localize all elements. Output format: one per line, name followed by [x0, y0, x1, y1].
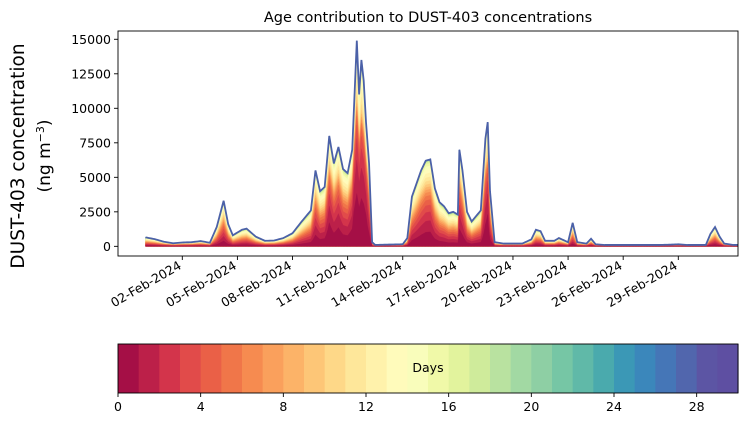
colorbar-label: Days: [412, 360, 443, 375]
colorbar-cell-15: [428, 344, 450, 393]
colorbar-cell-19: [510, 344, 532, 393]
colorbar-cell-17: [469, 344, 491, 393]
colorbar-cell-5: [221, 344, 243, 393]
colorbar-cell-11: [345, 344, 367, 393]
y-tick-label: 15000: [71, 32, 111, 47]
y-axis-label-line2: (ng m−3): [34, 119, 56, 192]
age-band-area-0: [145, 193, 738, 247]
y-tick-label: 2500: [79, 204, 111, 219]
colorbar-tick-label: 24: [606, 399, 622, 414]
colorbar-cell-13: [386, 344, 408, 393]
plot-frame: [117, 30, 739, 257]
y-axis-ticks: 0 2500 5000 7500 10000 12500 15000: [71, 32, 118, 254]
plot-area: 0 2500 5000 7500 10000 12500 15000 02-Feb-2024…: [71, 30, 739, 310]
colorbar-cell-12: [366, 344, 388, 393]
y-tick-label: 0: [103, 239, 111, 254]
colorbar-frame: [117, 343, 739, 394]
colorbar-cell-14: [407, 344, 429, 393]
colorbar-cell-16: [448, 344, 470, 393]
colorbar-tick-label: 8: [279, 399, 287, 414]
y-tick-label: 10000: [71, 101, 111, 116]
colorbar-cell-24: [614, 344, 636, 393]
y-axis-label: DUST-403 concentration (ng m−3): [8, 43, 55, 268]
colorbar-cell-20: [531, 344, 553, 393]
age-stacked-areas: [145, 40, 738, 247]
colorbar-cell-10: [324, 344, 346, 393]
age-band-area-10: [145, 89, 738, 247]
colorbar-cell-26: [655, 344, 677, 393]
colorbar-tick-label: 16: [441, 399, 457, 414]
total-concentration-line: [145, 40, 738, 246]
colorbar-ticks: 0 4 8 12 16 20 24 28: [114, 393, 705, 414]
colorbar-cell-0: [118, 344, 140, 393]
colorbar-cell-18: [490, 344, 512, 393]
y-tick-label: 5000: [79, 170, 111, 185]
colorbar-cell-25: [634, 344, 656, 393]
colorbar-cell-3: [180, 344, 202, 393]
colorbar-cell-28: [696, 344, 718, 393]
colorbar-cell-2: [159, 344, 181, 393]
x-axis-ticks: 02-Feb-202405-Feb-202408-Feb-202411-Feb-…: [108, 256, 680, 310]
colorbar-cell-8: [283, 344, 305, 393]
colorbar-cell-1: [138, 344, 160, 393]
colorbar-cell-29: [717, 344, 739, 393]
colorbar: Days 0 4 8 12 16 20 24 28: [114, 343, 739, 414]
colorbar-cell-7: [262, 344, 284, 393]
chart-title: Age contribution to DUST-403 concentrati…: [264, 10, 592, 26]
colorbar-cell-22: [572, 344, 594, 393]
colorbar-cell-9: [304, 344, 326, 393]
colorbar-cell-6: [242, 344, 264, 393]
y-tick-label: 7500: [79, 135, 111, 150]
y-tick-label: 12500: [71, 66, 111, 81]
age-band-area-9: [145, 95, 738, 247]
colorbar-cell-23: [593, 344, 615, 393]
colorbar-cells: [118, 344, 739, 393]
y-axis-label-line1: DUST-403 concentration: [8, 43, 29, 268]
colorbar-tick-label: 20: [523, 399, 539, 414]
colorbar-tick-label: 28: [689, 399, 705, 414]
colorbar-cell-21: [552, 344, 574, 393]
colorbar-tick-label: 4: [197, 399, 205, 414]
colorbar-cell-27: [676, 344, 698, 393]
colorbar-tick-label: 0: [114, 399, 122, 414]
colorbar-tick-label: 12: [358, 399, 374, 414]
colorbar-cell-4: [200, 344, 222, 393]
